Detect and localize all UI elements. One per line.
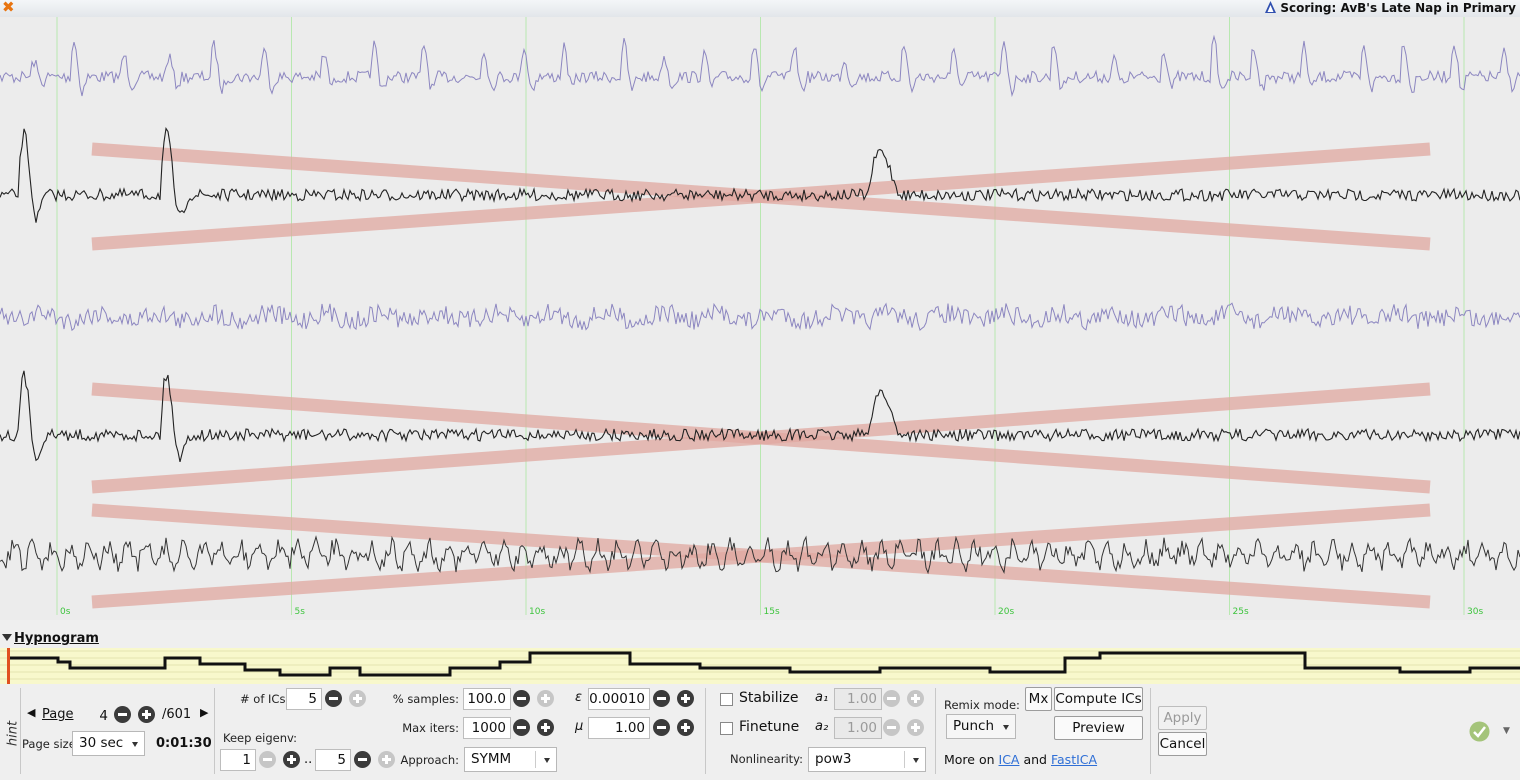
- epsilon-input[interactable]: 0.00010: [588, 688, 650, 710]
- page-prev-arrow-icon[interactable]: ◀: [27, 706, 36, 719]
- finetune-checkbox[interactable]: [720, 722, 733, 735]
- time-tick-label: 15s: [764, 607, 780, 617]
- hypnogram-strip[interactable]: [0, 648, 1520, 684]
- chevron-down-icon: [544, 758, 550, 763]
- pct-samples-input[interactable]: 100.0: [463, 688, 511, 710]
- mu-input[interactable]: 1.00: [588, 717, 650, 739]
- epsilon-label: ε: [575, 690, 583, 705]
- compute-ics-button[interactable]: Compute ICs: [1054, 687, 1143, 711]
- a2-label: a₂: [815, 719, 829, 734]
- mu-increment-icon[interactable]: [677, 719, 694, 736]
- close-icon[interactable]: ✖: [2, 0, 15, 16]
- page-size-label: Page size:: [22, 737, 80, 751]
- app-logo-icon: [1265, 1, 1277, 13]
- a2-input: 1.00: [834, 717, 882, 739]
- title-bar: ✖ Scoring: AvB's Late Nap in Primary: [0, 0, 1520, 17]
- num-ics-decrement-icon[interactable]: [325, 690, 342, 707]
- signal-trace: [0, 370, 1520, 463]
- more-info-text: More on ICA and FastICA: [944, 752, 1098, 767]
- ica-band: [91, 503, 1431, 609]
- num-ics-label: # of ICs:: [240, 692, 290, 706]
- a1-input: 1.00: [834, 688, 882, 710]
- page-total: /601: [162, 707, 192, 722]
- time-tick-label: 30s: [1467, 607, 1483, 617]
- stabilize-checkbox[interactable]: [720, 693, 733, 706]
- chevron-down-icon[interactable]: ▼: [1503, 726, 1510, 736]
- page-next-arrow-icon[interactable]: ▶: [200, 706, 209, 719]
- max-iters-label: Max iters:: [402, 721, 459, 735]
- preview-button[interactable]: Preview: [1054, 716, 1143, 740]
- page-increment-icon[interactable]: [138, 706, 155, 723]
- a1-label: a₁: [815, 690, 829, 705]
- num-ics-increment-icon: [349, 690, 366, 707]
- check-status-icon: [1469, 721, 1490, 742]
- signal-trace: [0, 34, 1520, 98]
- pct-samples-increment-icon: [537, 690, 554, 707]
- nonlinearity-select[interactable]: pow3: [808, 747, 926, 772]
- page-label: Page: [42, 707, 74, 722]
- keep-from-decrement-icon: [259, 751, 276, 768]
- time-tick-label: 0s: [60, 607, 71, 617]
- apply-button: Apply: [1158, 706, 1207, 730]
- max-iters-increment-icon[interactable]: [537, 719, 554, 736]
- remix-mode-select[interactable]: Punch: [946, 714, 1016, 739]
- signal-trace: [0, 126, 1520, 223]
- hypnogram-title: Hypnogram: [14, 631, 99, 646]
- window-title-text: Scoring: AvB's Late Nap in Primary: [1280, 1, 1516, 15]
- collapse-triangle-icon[interactable]: [2, 634, 12, 641]
- keep-to-increment-icon: [378, 751, 395, 768]
- signal-trace: [0, 535, 1520, 575]
- a2-decrement-icon: [883, 719, 900, 736]
- ica-band: [91, 142, 1431, 251]
- finetune-label: Finetune: [739, 719, 800, 735]
- keep-eigenv-to-input[interactable]: 5: [315, 749, 351, 771]
- approach-select[interactable]: SYMM: [464, 747, 557, 772]
- signal-trace: [0, 302, 1520, 332]
- stabilize-label: Stabilize: [739, 690, 799, 706]
- hypnogram-header[interactable]: Hypnogram: [0, 630, 99, 648]
- time-tick-label: 10s: [529, 607, 545, 617]
- page-input[interactable]: 4: [99, 708, 108, 724]
- fastica-link[interactable]: FastICA: [1050, 752, 1098, 767]
- keep-eigenv-label: Keep eigenv:: [223, 731, 298, 745]
- mu-label: μ: [575, 719, 584, 734]
- cancel-button[interactable]: Cancel: [1158, 732, 1207, 756]
- page-time: 0:01:30: [156, 736, 212, 751]
- time-tick-label: 20s: [998, 607, 1014, 617]
- max-iters-input[interactable]: 1000: [463, 717, 511, 739]
- max-iters-decrement-icon[interactable]: [513, 719, 530, 736]
- epsilon-increment-icon[interactable]: [677, 690, 694, 707]
- epsilon-decrement-icon[interactable]: [653, 690, 670, 707]
- a1-decrement-icon: [883, 690, 900, 707]
- ica-link[interactable]: ICA: [998, 752, 1020, 767]
- chevron-down-icon: [913, 758, 919, 763]
- chevron-down-icon: [1003, 725, 1009, 730]
- keep-to-decrement-icon[interactable]: [354, 751, 371, 768]
- chevron-down-icon: [132, 742, 138, 747]
- a2-increment-icon: [907, 719, 924, 736]
- signal-traces-view[interactable]: 0s 5s 10s 15s 20s 25s 30s: [0, 17, 1520, 620]
- pct-samples-decrement-icon[interactable]: [513, 690, 530, 707]
- hypnogram-trace: [8, 651, 1520, 677]
- mu-decrement-icon[interactable]: [653, 719, 670, 736]
- keep-eigenv-from-input[interactable]: 1: [220, 749, 256, 771]
- hint-label: hint: [5, 720, 21, 747]
- keep-range-dots: ..: [304, 752, 313, 767]
- num-ics-input[interactable]: 5: [286, 688, 322, 710]
- page-size-select[interactable]: 30 sec: [72, 731, 145, 756]
- remix-mode-label: Remix mode:: [944, 698, 1020, 712]
- pct-samples-label: % samples:: [392, 692, 459, 706]
- keep-from-increment-icon[interactable]: [283, 751, 300, 768]
- time-tick-label: 25s: [1233, 607, 1249, 617]
- page-decrement-icon[interactable]: [114, 706, 131, 723]
- mx-button[interactable]: Mx: [1025, 687, 1052, 711]
- window-title: Scoring: AvB's Late Nap in Primary: [1265, 0, 1516, 17]
- approach-label: Approach:: [400, 753, 459, 767]
- hypnogram-cursor: [7, 648, 10, 684]
- a1-increment-icon: [907, 690, 924, 707]
- time-tick-label: 5s: [295, 607, 306, 617]
- nonlinearity-label: Nonlinearity:: [729, 752, 803, 766]
